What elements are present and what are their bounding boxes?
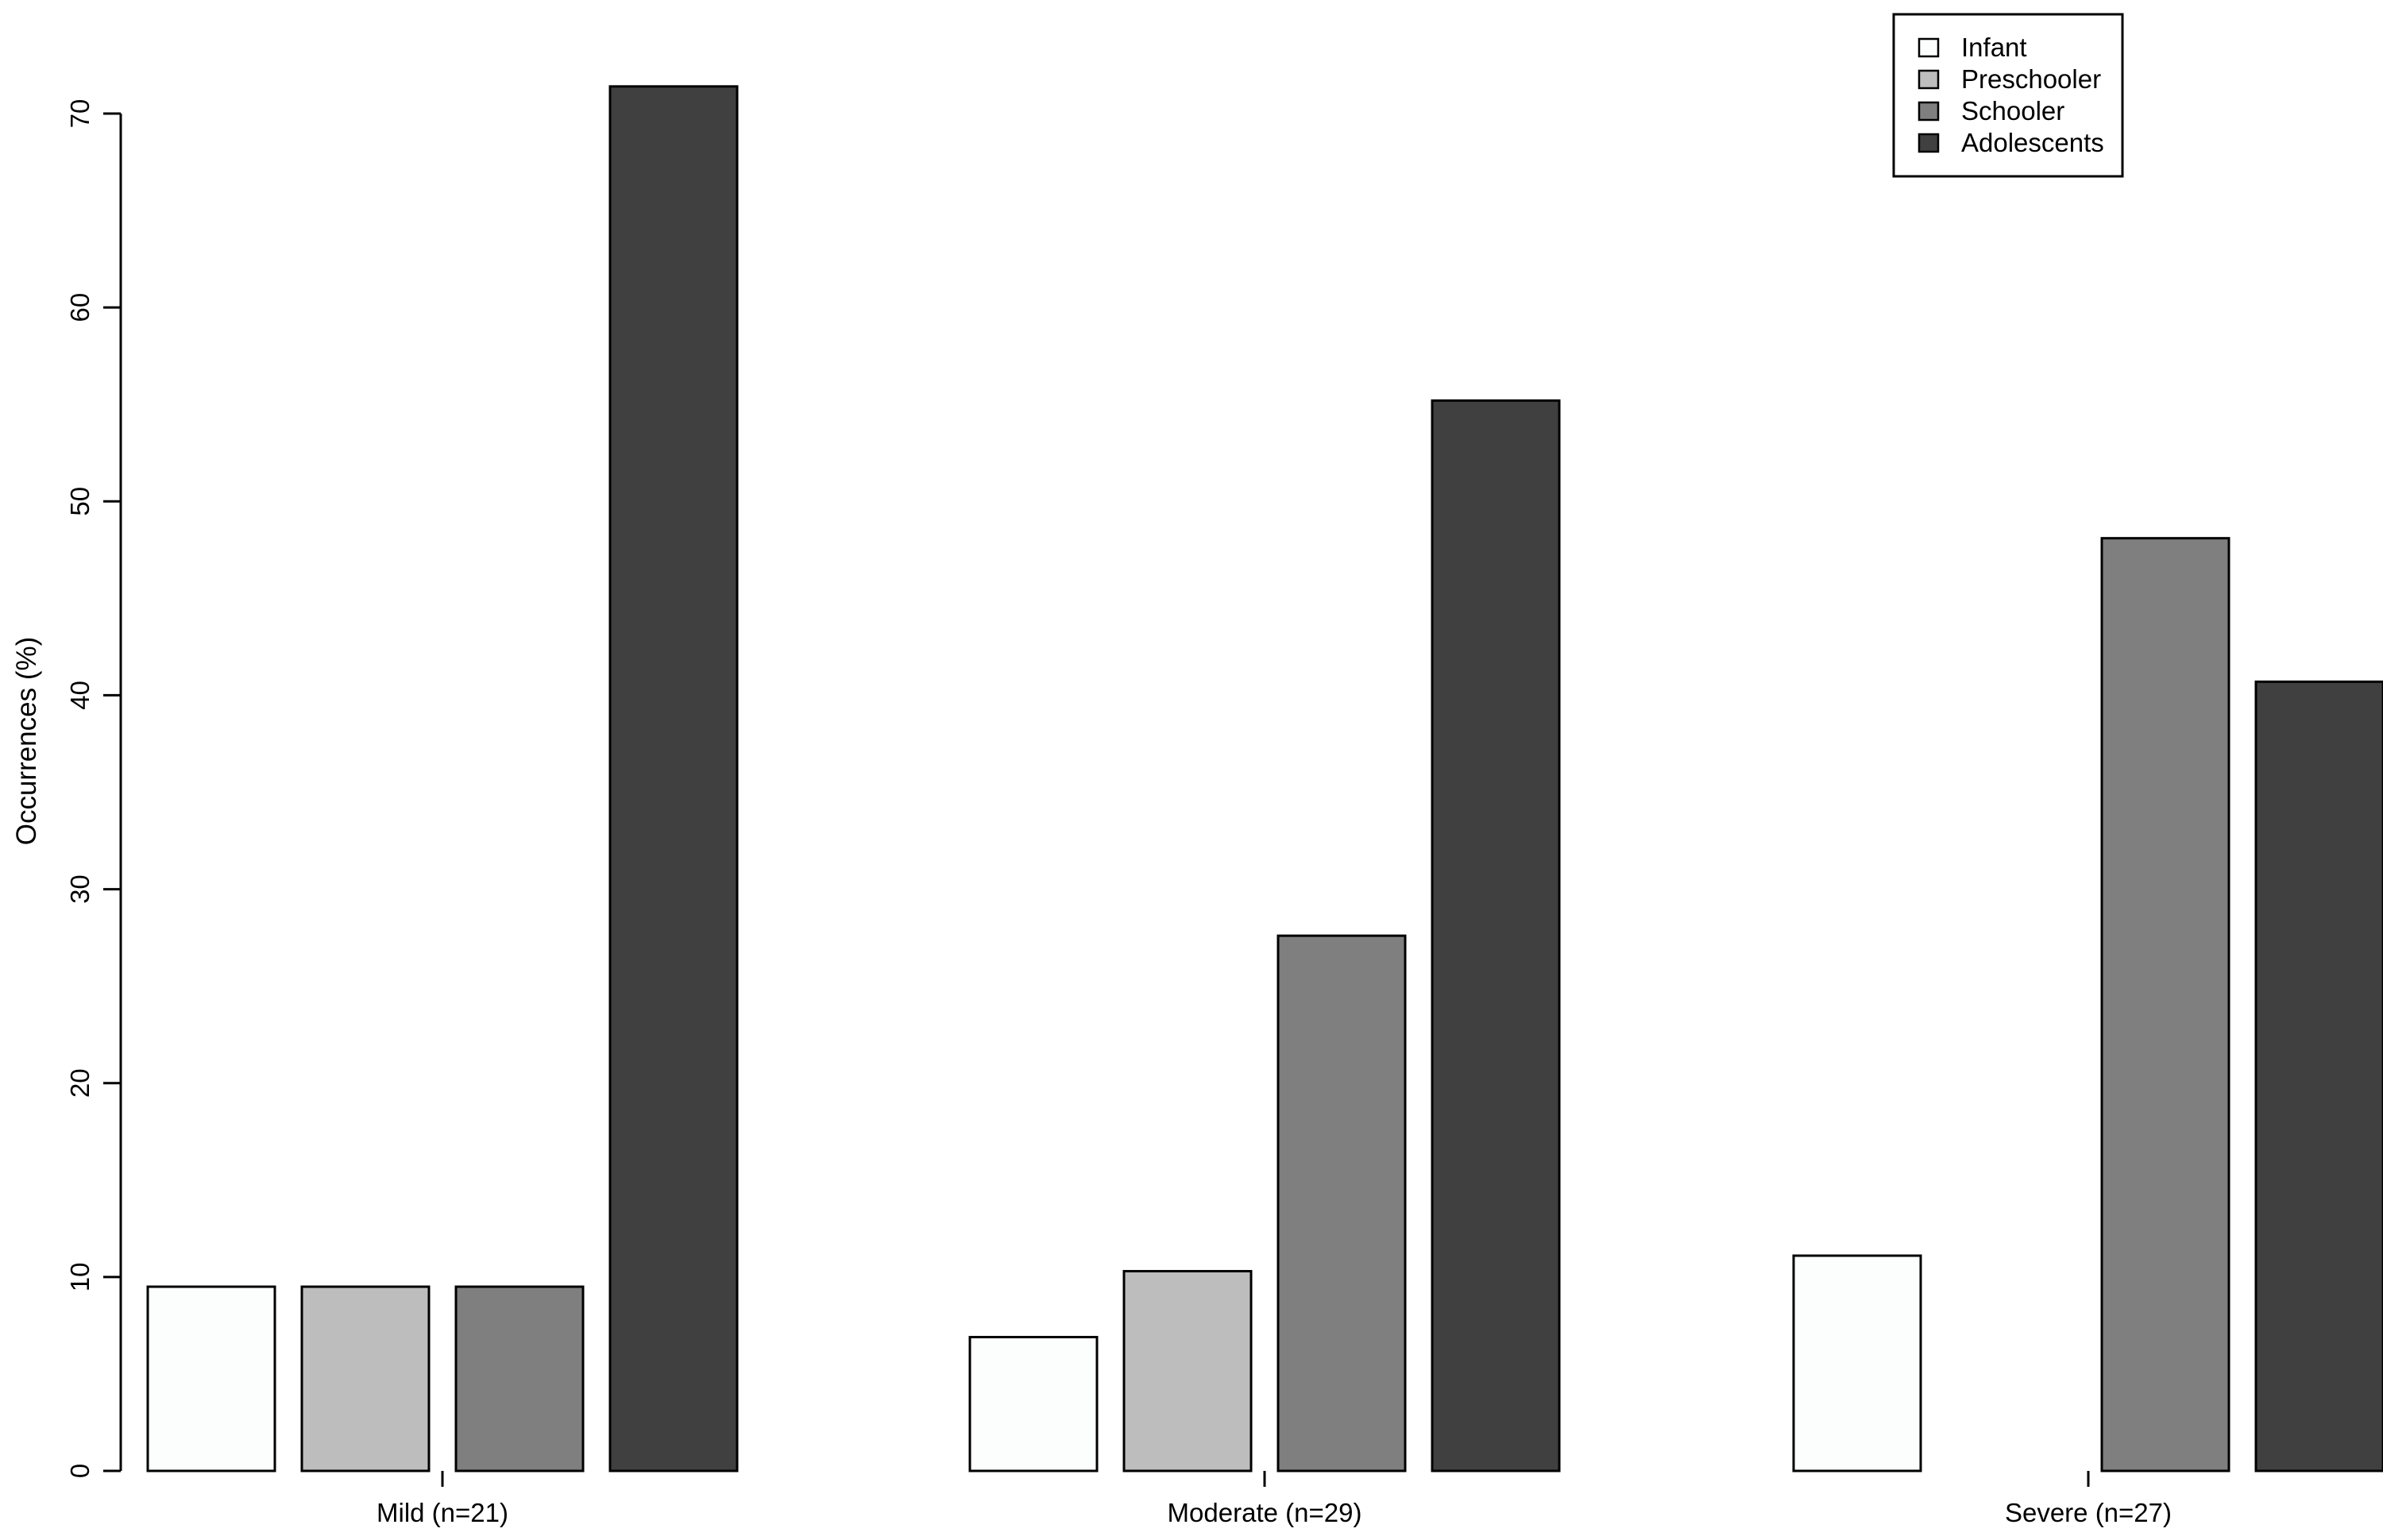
bar-schooler-0 [454, 1285, 585, 1472]
legend-swatch-adolescents [1918, 133, 1940, 153]
y-tick-label: 20 [65, 1068, 95, 1098]
y-tick-label: 30 [65, 874, 95, 904]
y-tick-label: 70 [65, 99, 95, 129]
y-tick-label: 50 [65, 487, 95, 516]
y-axis-label: Occurrences (%) [11, 637, 42, 846]
y-tick-label: 10 [65, 1262, 95, 1291]
legend-swatch-schooler [1918, 101, 1940, 122]
bar-infant-0 [146, 1285, 276, 1472]
bar-adolescents-2 [2254, 680, 2383, 1472]
bars [146, 85, 2383, 1472]
legend-swatch-infant [1918, 37, 1940, 58]
legend-label-schooler: Schooler [1961, 96, 2064, 125]
legend-label-adolescents: Adolescents [1961, 128, 2104, 157]
legend-label-preschooler: Preschooler [1961, 64, 2101, 94]
y-axis: 0 10 20 30 40 50 60 70 [65, 99, 122, 1478]
bar-schooler-2 [2100, 537, 2230, 1472]
y-tick-label: 40 [65, 681, 95, 710]
bar-preschooler-0 [300, 1285, 431, 1472]
legend-swatch-preschooler [1918, 69, 1940, 90]
bar-adolescents-1 [1431, 399, 1561, 1472]
y-tick-label: 60 [65, 293, 95, 322]
x-tick-label: Mild (n=21) [377, 1498, 508, 1527]
y-tick-label: 0 [65, 1464, 95, 1478]
x-tick-label: Moderate (n=29) [1168, 1498, 1362, 1527]
x-tick-label: Severe (n=27) [2005, 1498, 2172, 1527]
bar-infant-2 [1792, 1254, 1922, 1472]
legend-label-infant: Infant [1961, 33, 2027, 62]
bar-preschooler-1 [1122, 1270, 1253, 1472]
bar-schooler-1 [1276, 934, 1407, 1472]
bar-infant-1 [968, 1336, 1099, 1472]
bar-adolescents-0 [608, 85, 739, 1472]
x-axis: Mild (n=21) Moderate (n=29) Severe (n=27) [377, 1471, 2172, 1527]
